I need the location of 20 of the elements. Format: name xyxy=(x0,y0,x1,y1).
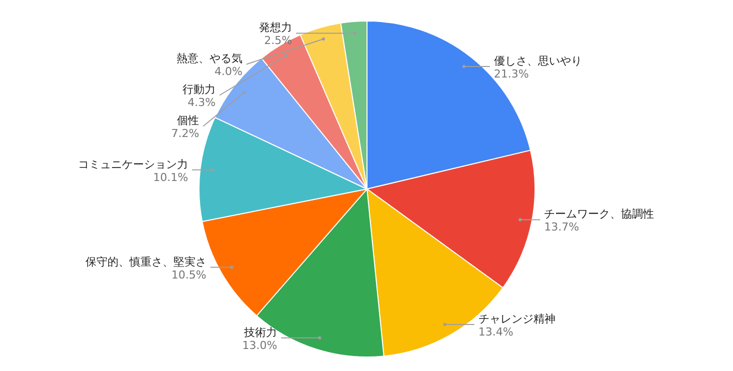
slice-label: 発想力 xyxy=(259,21,292,34)
data-label: 7.2% xyxy=(171,127,200,140)
data-label: 21.3% xyxy=(494,67,529,80)
data-label: 4.0% xyxy=(214,65,242,78)
data-label: 13.0% xyxy=(242,338,278,352)
slice-label: 個性 xyxy=(177,114,200,128)
data-label: 2.5% xyxy=(264,34,292,48)
slice-label: チームワーク、協調性 xyxy=(544,208,654,221)
data-label: 10.5% xyxy=(171,268,206,282)
slice-label: 技術力 xyxy=(243,326,278,339)
slice-label: 行動力 xyxy=(182,83,216,96)
data-label: 13.7% xyxy=(544,220,580,234)
slice-label: コミュニケーション力 xyxy=(78,158,188,171)
data-label: 13.4% xyxy=(478,325,514,338)
slice-label: 保守的、慎重さ、堅実さ xyxy=(85,255,206,268)
slice-label: 熱意、やる気 xyxy=(176,52,242,66)
data-label: 4.3% xyxy=(188,96,216,110)
data-label: 10.1% xyxy=(153,170,188,184)
slice-label: チャレンジ精神 xyxy=(478,312,556,326)
slice-label: 優しさ、思いやり xyxy=(494,54,582,68)
